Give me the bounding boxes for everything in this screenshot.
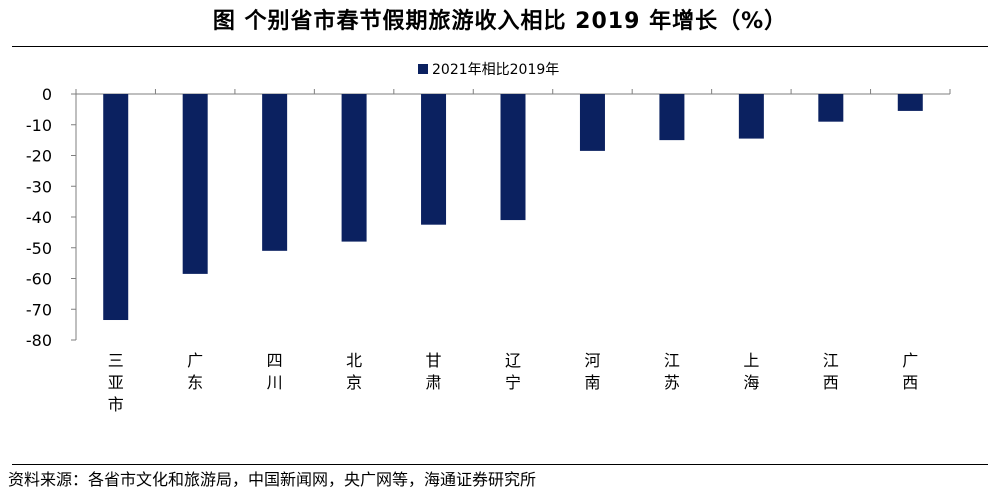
- y-axis: 0 -10 -20 -30 -40 -50 -60 -70 -80: [26, 85, 951, 350]
- bar: [262, 94, 288, 251]
- category-label: 甘肃: [426, 351, 442, 392]
- y-tick-label: -30: [26, 177, 52, 196]
- bar: [897, 94, 923, 111]
- category-label: 江西: [823, 351, 839, 392]
- bar: [421, 94, 447, 225]
- bar: [579, 94, 605, 151]
- y-tick-label: -60: [26, 270, 52, 289]
- y-tick-label: -20: [26, 147, 52, 166]
- chart-title: 图 个别省市春节假期旅游收入相比 2019 年增长（%）: [212, 9, 788, 34]
- legend-label: 2021年相比2019年: [432, 62, 559, 78]
- legend-swatch: [418, 64, 428, 74]
- category-label: 广西: [902, 351, 918, 392]
- category-label: 河南: [584, 351, 600, 392]
- bar: [103, 94, 129, 321]
- y-tick-label: 0: [42, 85, 52, 104]
- bars: [103, 94, 923, 321]
- y-tick-label: -50: [26, 239, 52, 258]
- y-tick-label: -10: [26, 116, 52, 135]
- bar: [182, 94, 208, 274]
- legend: 2021年相比2019年: [418, 62, 559, 78]
- source-note: 资料来源：各省市文化和旅游局，中国新闻网，央广网等，海通证券研究所: [8, 470, 537, 489]
- bar: [500, 94, 526, 221]
- category-label: 北京: [346, 351, 362, 392]
- category-label: 广东: [187, 351, 203, 392]
- bar: [818, 94, 844, 122]
- bar: [738, 94, 764, 139]
- source-divider: [12, 464, 988, 465]
- category-label: 辽宁: [505, 351, 521, 392]
- bar-chart: 2021年相比2019年 0 -10 -20 -30 -40 -50 -60 -70 -80 三…: [26, 62, 951, 414]
- category-label: 上海: [743, 351, 759, 392]
- title-divider: [12, 46, 988, 47]
- bar: [659, 94, 685, 141]
- category-label: 江苏: [664, 351, 680, 392]
- bar: [341, 94, 367, 242]
- category-labels: 三亚市 广东 四川 北京 甘肃 辽宁 河南 江苏 上海 江西 广西: [108, 351, 919, 414]
- y-tick-label: -40: [26, 208, 52, 227]
- y-tick-label: -70: [26, 300, 52, 319]
- y-tick-label: -80: [26, 331, 52, 350]
- category-label: 三亚市: [108, 351, 124, 414]
- category-label: 四川: [267, 351, 283, 392]
